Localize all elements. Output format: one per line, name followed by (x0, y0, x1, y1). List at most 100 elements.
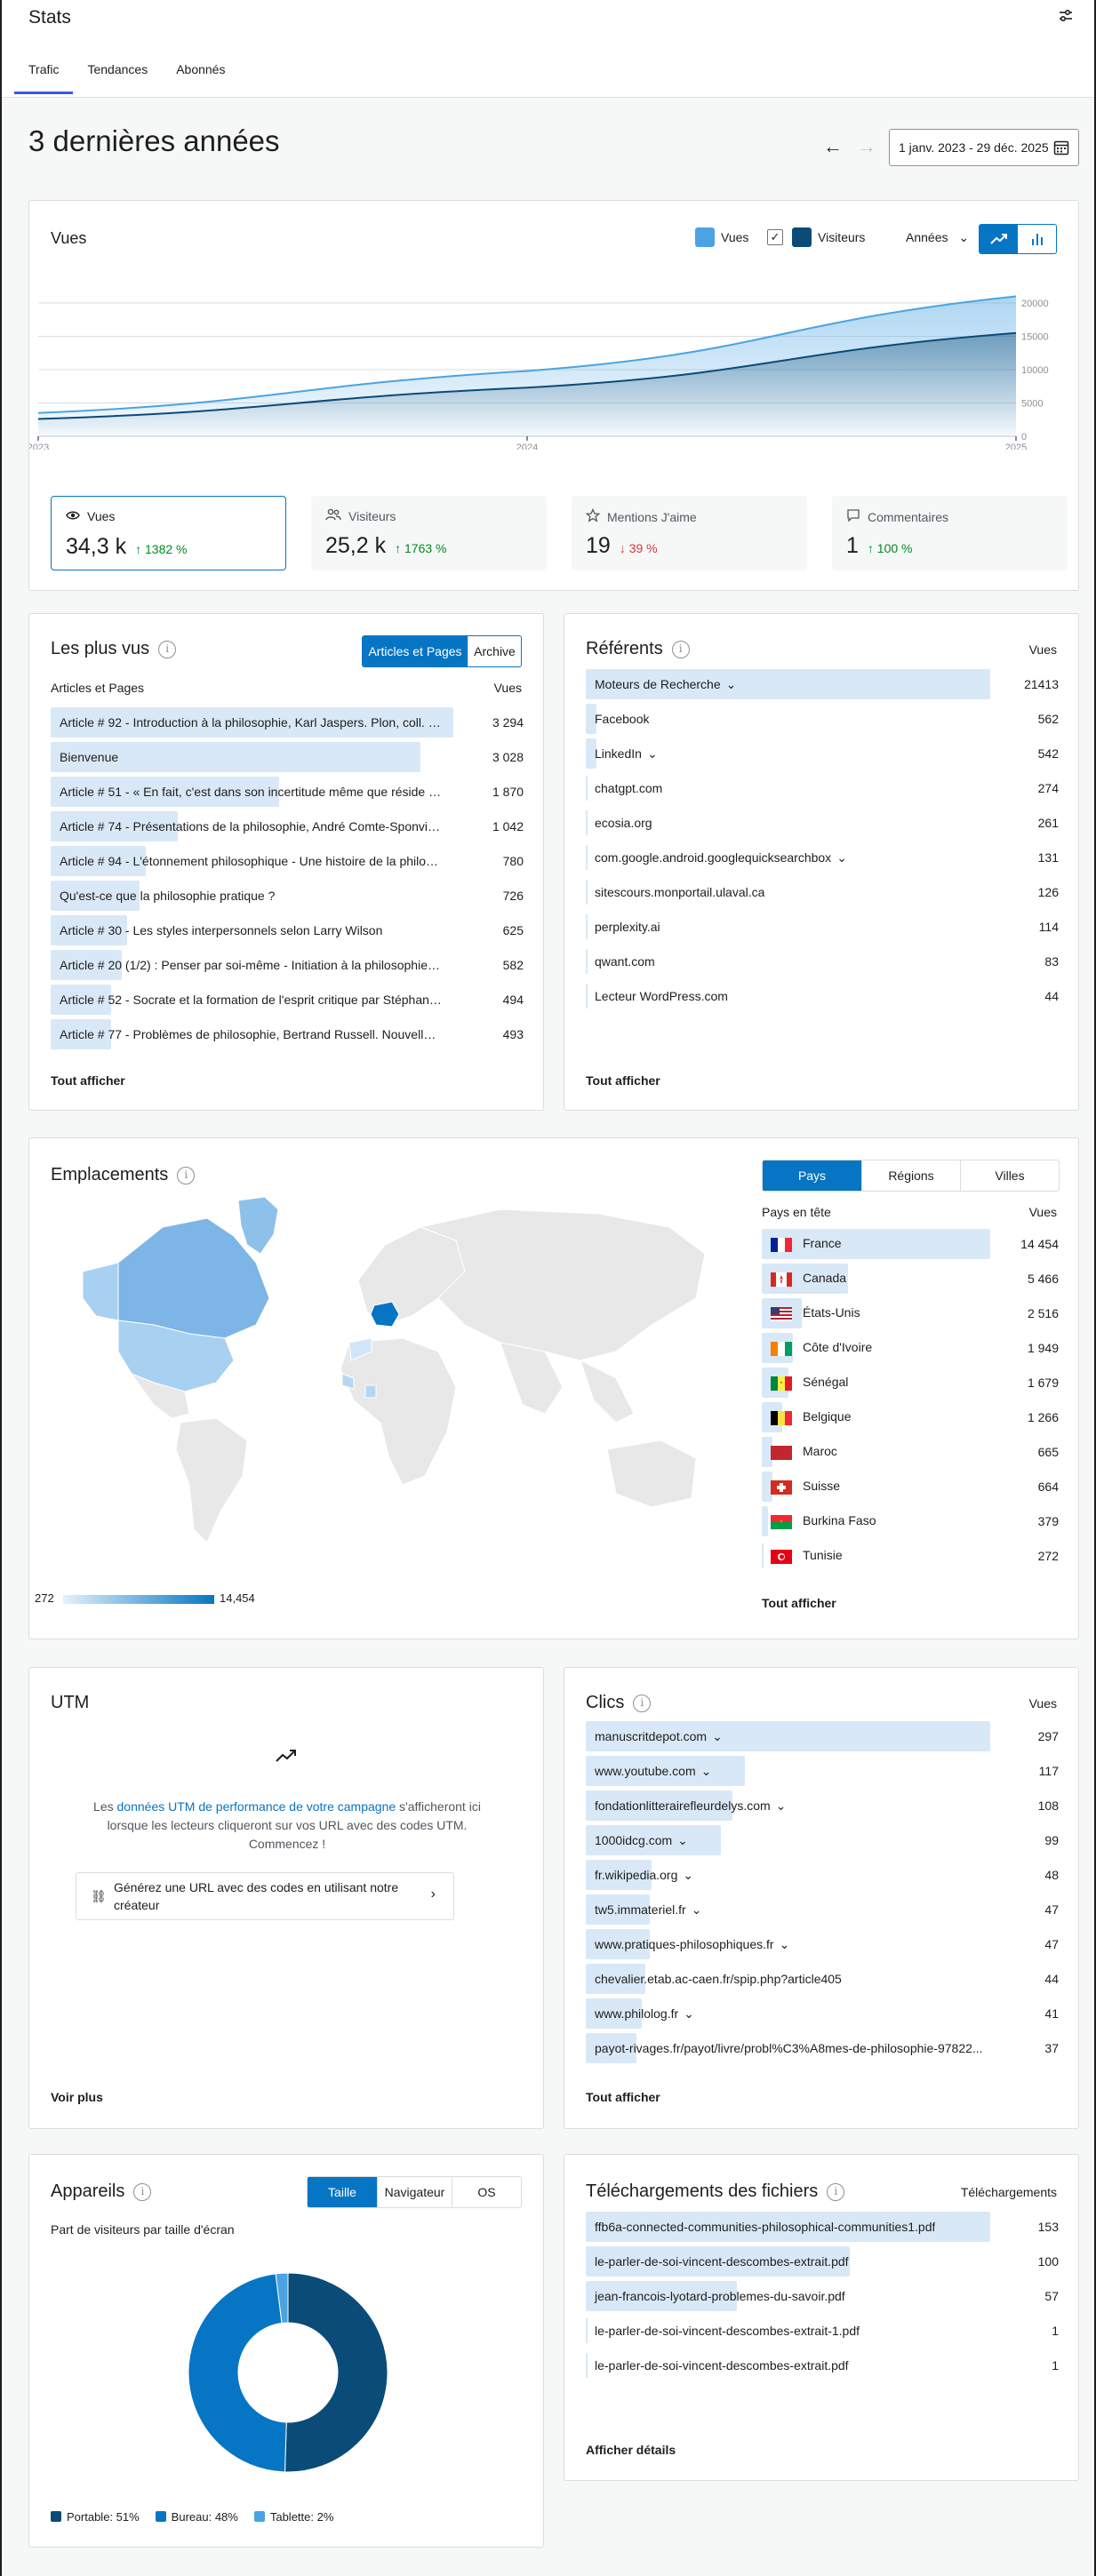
clicks-row[interactable]: www.youtube.com ⌄ 117 (586, 1756, 1059, 1786)
locations-row[interactable]: Tunisie 272 (762, 1541, 1059, 1571)
chevron-down-icon[interactable]: ⌄ (691, 1902, 702, 1917)
info-icon[interactable]: i (633, 1694, 652, 1712)
period-select[interactable]: Années ⌄ (906, 230, 969, 245)
referrers-row[interactable]: ecosia.org 261 (586, 808, 1059, 838)
info-icon[interactable]: i (671, 640, 690, 658)
locations-title: Emplacements i (51, 1165, 196, 1185)
row-label-text: Lecteur WordPress.com (595, 989, 728, 1003)
chevron-down-icon[interactable]: ⌄ (712, 1728, 723, 1743)
visitors-checkbox[interactable]: ✓ (767, 229, 783, 245)
row-label-text: manuscritdepot.com (595, 1728, 708, 1743)
referrers-show-all[interactable]: Tout afficher (586, 1073, 660, 1088)
stat-tile-eye[interactable]: Vues 34,3 k ↑ 1382 % (51, 496, 286, 570)
clicks-row[interactable]: payot-rivages.fr/payot/livre/probl%C3%A8… (586, 2033, 1059, 2063)
top-posts-show-all[interactable]: Tout afficher (51, 1073, 125, 1088)
clicks-row[interactable]: tw5.immateriel.fr ⌄ 47 (586, 1894, 1059, 1925)
clicks-show-all[interactable]: Tout afficher (586, 2090, 660, 2104)
tab-trafic[interactable]: Trafic (14, 62, 74, 94)
downloads-row[interactable]: le-parler-de-soi-vincent-descombes-extra… (586, 2246, 1059, 2277)
referrers-row[interactable]: chatgpt.com 274 (586, 773, 1059, 803)
chevron-down-icon[interactable]: ⌄ (684, 2006, 694, 2021)
referrers-row[interactable]: qwant.com 83 (586, 946, 1059, 977)
tab-abonnes[interactable]: Abonnés (176, 62, 226, 76)
locations-row[interactable]: Belgique 1 266 (762, 1402, 1059, 1432)
info-icon[interactable]: i (177, 1166, 196, 1184)
top_posts-row[interactable]: Article # 92 - Introduction à la philoso… (51, 707, 524, 738)
locations-row[interactable]: Canada 5 466 (762, 1264, 1059, 1294)
downloads-row[interactable]: ffb6a-connected-communities-philosophica… (586, 2212, 1059, 2242)
referrers-row[interactable]: sitescours.monportail.ulaval.ca 126 (586, 877, 1059, 907)
downloads-details[interactable]: Afficher détails (586, 2443, 676, 2457)
tab-navigateur[interactable]: Navigateur (377, 2177, 452, 2207)
info-icon[interactable]: i (133, 2182, 152, 2201)
locations-row[interactable]: Suisse 664 (762, 1471, 1059, 1502)
top_posts-row[interactable]: Bienvenue 3 028 (51, 742, 524, 772)
top_posts-row[interactable]: Article # 94 - L'étonnement philosophiqu… (51, 846, 524, 876)
clicks-row[interactable]: fr.wikipedia.org ⌄ 48 (586, 1860, 1059, 1890)
referrers-row[interactable]: Facebook 562 (586, 704, 1059, 734)
stat-tile-people[interactable]: Visiteurs 25,2 k ↑ 1763 % (311, 496, 547, 570)
referrers-row[interactable]: LinkedIn ⌄ 542 (586, 738, 1059, 769)
clicks-row[interactable]: www.philolog.fr ⌄ 41 (586, 1998, 1059, 2029)
locations-row[interactable]: Maroc 665 (762, 1437, 1059, 1467)
chevron-down-icon[interactable]: ⌄ (775, 1798, 787, 1813)
top_posts-row[interactable]: Qu'est-ce que la philosophie pratique ? 7… (51, 881, 524, 911)
line-chart-button[interactable] (980, 225, 1018, 253)
utm-docs-link[interactable]: données UTM de performance de votre camp… (116, 1799, 396, 1814)
chevron-down-icon[interactable]: ⌄ (677, 1832, 688, 1847)
legend-swatch (51, 2511, 61, 2522)
top_posts-row[interactable]: Article # 74 - Présentations de la philo… (51, 811, 524, 841)
chevron-down-icon[interactable]: ⌄ (836, 849, 847, 865)
referrers-row[interactable]: perplexity.ai 114 (586, 912, 1059, 942)
tab-pays[interactable]: Pays (763, 1160, 861, 1191)
locations-show-all[interactable]: Tout afficher (762, 1596, 836, 1610)
tab-regions[interactable]: Régions (861, 1160, 960, 1191)
chevron-down-icon[interactable]: ⌄ (725, 676, 737, 691)
clicks-row[interactable]: chevalier.etab.ac-caen.fr/spip.php?artic… (586, 1964, 1059, 1994)
locations-row[interactable]: Burkina Faso 379 (762, 1506, 1059, 1536)
chevron-down-icon[interactable]: ⌄ (779, 1936, 790, 1951)
arrow-right-icon[interactable]: → (857, 135, 876, 157)
clicks-row[interactable]: fondationlitterairefleurdelys.com ⌄ 108 (586, 1790, 1059, 1821)
downloads-row[interactable]: le-parler-de-soi-vincent-descombes-extra… (586, 2350, 1059, 2381)
top_posts-row[interactable]: Article # 20 (1/2) : Penser par soi-même… (51, 950, 524, 980)
info-icon[interactable]: i (827, 2182, 845, 2201)
referrers-row[interactable]: com.google.android.googlequicksearchbox ⌄… (586, 842, 1059, 873)
row-label-text: chatgpt.com (595, 781, 663, 795)
bar-chart-button[interactable] (1018, 225, 1056, 253)
downloads-row[interactable]: le-parler-de-soi-vincent-descombes-extra… (586, 2316, 1059, 2346)
utm-builder-button[interactable]: ⛓ Générez une URL avec des codes en util… (76, 1872, 454, 1920)
stat-tile-comment[interactable]: Commentaires 1 ↑ 100 % (832, 496, 1068, 570)
date-range-picker[interactable]: 1 janv. 2023 - 29 déc. 2025 (889, 129, 1079, 166)
clicks-row[interactable]: www.pratiques-philosophiques.fr ⌄ 47 (586, 1929, 1059, 1959)
top_posts-row[interactable]: Article # 30 - Les styles interpersonnel… (51, 915, 524, 945)
tab-villes[interactable]: Villes (960, 1160, 1059, 1191)
referrers-card: Référents i Vues Moteurs de Recherche ⌄ 214… (564, 613, 1079, 1111)
locations-row[interactable]: Sénégal 1 679 (762, 1368, 1059, 1398)
toggle-articles-pages[interactable]: Articles et Pages (363, 636, 468, 666)
chevron-down-icon[interactable]: ⌄ (683, 1867, 694, 1882)
row-value: 37 (1044, 2041, 1059, 2055)
utm-see-more[interactable]: Voir plus (51, 2090, 103, 2104)
top_posts-row[interactable]: Article # 51 - « En fait, c'est dans son… (51, 777, 524, 807)
clicks-row[interactable]: 1000idcg.com ⌄ 99 (586, 1825, 1059, 1855)
downloads-row[interactable]: jean-francois-lyotard-problemes-du-savoi… (586, 2281, 1059, 2311)
top_posts-row[interactable]: Article # 77 - Problèmes de philosophie,… (51, 1019, 524, 1049)
toggle-archive[interactable]: Archive (468, 636, 521, 666)
locations-row[interactable]: États-Unis 2 516 (762, 1298, 1059, 1328)
info-icon[interactable]: i (158, 640, 177, 658)
clicks-row[interactable]: manuscritdepot.com ⌄ 297 (586, 1721, 1059, 1751)
chevron-down-icon[interactable]: ⌄ (700, 1763, 712, 1778)
locations-row[interactable]: Côte d'Ivoire 1 949 (762, 1333, 1059, 1363)
referrers-row[interactable]: Lecteur WordPress.com 44 (586, 981, 1059, 1011)
tab-os[interactable]: OS (452, 2177, 521, 2207)
stat-tile-star[interactable]: Mentions J'aime 19 ↓ 39 % (572, 496, 807, 570)
referrers-row[interactable]: Moteurs de Recherche ⌄ 21413 (586, 669, 1059, 699)
arrow-left-icon[interactable]: ← (823, 135, 843, 157)
tab-taille[interactable]: Taille (308, 2177, 377, 2207)
settings-sliders-icon[interactable] (1057, 7, 1075, 25)
locations-row[interactable]: France 14 454 (762, 1229, 1059, 1259)
top_posts-row[interactable]: Article # 52 - Socrate et la formation d… (51, 985, 524, 1015)
chevron-down-icon[interactable]: ⌄ (646, 746, 658, 761)
tab-tendances[interactable]: Tendances (87, 62, 148, 76)
